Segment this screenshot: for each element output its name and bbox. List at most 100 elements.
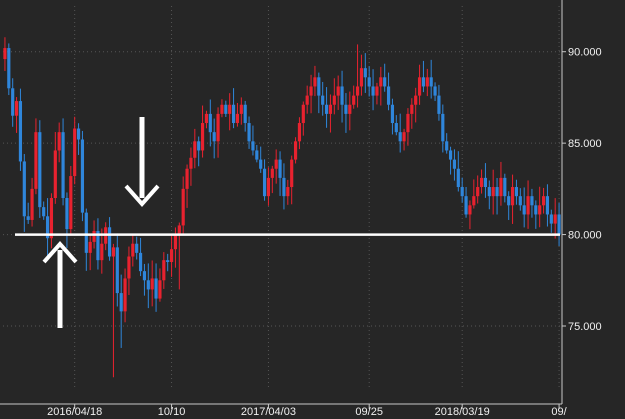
candle-body xyxy=(460,187,464,197)
candle-body xyxy=(371,86,375,96)
candle-body xyxy=(177,225,181,235)
candle-body xyxy=(255,150,259,160)
candle-body xyxy=(173,234,178,250)
candle-body xyxy=(146,280,150,290)
candle-body xyxy=(154,278,158,299)
candle-body xyxy=(220,104,224,114)
candle-body xyxy=(301,104,305,124)
candle-body xyxy=(204,113,209,124)
arrow-up-head xyxy=(42,240,78,264)
candle-body xyxy=(456,168,460,188)
candle-body xyxy=(18,101,23,162)
candle-body xyxy=(379,77,383,87)
candle-body xyxy=(111,247,116,257)
candle-body xyxy=(317,77,321,96)
candle-body xyxy=(123,278,127,312)
candle-body xyxy=(135,243,139,253)
candle-body xyxy=(507,196,511,206)
candle-body xyxy=(107,227,112,257)
candle-body xyxy=(437,95,441,114)
candle-body xyxy=(61,132,65,198)
candle-body xyxy=(282,177,286,197)
candle-body xyxy=(355,86,360,96)
candle-body xyxy=(45,216,50,239)
candle-body xyxy=(530,196,534,206)
y-tick-label: 80.000 xyxy=(568,230,602,242)
y-tick-label: 90.000 xyxy=(568,47,602,59)
candle-body xyxy=(216,113,220,142)
candle-body xyxy=(42,207,46,217)
candle-body xyxy=(231,104,236,124)
candle-body xyxy=(445,141,449,151)
candle-body xyxy=(348,104,352,114)
candle-body xyxy=(479,177,484,188)
candle-body xyxy=(538,205,542,215)
candle-body xyxy=(293,141,298,160)
candle-body xyxy=(464,196,468,215)
candle-body xyxy=(406,113,410,133)
candle-body xyxy=(557,214,561,235)
candle-body xyxy=(208,113,212,133)
candle-body xyxy=(57,132,61,151)
candle-body xyxy=(410,104,414,114)
candle-body xyxy=(290,159,294,188)
candle-body xyxy=(65,198,69,230)
candle-body xyxy=(142,271,147,281)
candle-body xyxy=(76,128,81,140)
candle-body xyxy=(84,212,88,253)
candle-body xyxy=(503,177,507,197)
candle-body xyxy=(309,86,313,96)
candle-body xyxy=(30,188,34,220)
candle-body xyxy=(169,249,174,262)
candle-body xyxy=(541,196,546,206)
candle-body xyxy=(278,159,282,178)
candle-body xyxy=(224,104,228,114)
candle-body xyxy=(266,177,271,197)
candle-body xyxy=(212,132,216,142)
candle-body xyxy=(270,168,274,178)
candle-body xyxy=(526,196,530,215)
candle-body xyxy=(336,86,340,96)
candle-body xyxy=(359,68,364,87)
candle-body xyxy=(417,77,422,96)
candle-body xyxy=(321,95,325,105)
candle-body xyxy=(487,187,491,197)
candle-body xyxy=(414,95,418,105)
candle-body xyxy=(352,95,356,105)
candle-body xyxy=(14,101,19,116)
candle-body xyxy=(235,113,240,124)
candle-body xyxy=(26,216,30,220)
x-tick-label: 09/ xyxy=(551,406,567,418)
candle-body xyxy=(340,86,344,105)
candle-body xyxy=(100,243,104,261)
candle-body xyxy=(332,95,336,105)
candle-body xyxy=(34,132,38,189)
candle-body xyxy=(38,132,42,208)
candle-body xyxy=(262,168,267,197)
candle-body xyxy=(441,113,445,142)
candle-body xyxy=(162,260,166,281)
candle-body xyxy=(421,77,426,87)
candle-body xyxy=(305,95,309,105)
candle-body xyxy=(247,123,251,142)
candle-body xyxy=(3,48,7,60)
candle-body xyxy=(367,77,371,87)
candle-body xyxy=(53,150,57,198)
candles xyxy=(3,37,561,378)
x-tick-label: 2018/03/19 xyxy=(435,406,490,418)
candle-body xyxy=(193,141,197,158)
x-tick-label: 2017/04/03 xyxy=(241,406,296,418)
candle-body xyxy=(7,48,11,89)
candle-body xyxy=(390,104,395,124)
candle-body xyxy=(491,187,495,197)
y-tick-label: 85.000 xyxy=(568,138,602,150)
x-tick-label: 2016/04/18 xyxy=(47,406,102,418)
candle-body xyxy=(383,77,387,87)
candle-body xyxy=(274,159,278,169)
candle-body xyxy=(375,86,379,96)
candle-body xyxy=(251,141,255,151)
candle-body xyxy=(549,214,553,224)
candle-body xyxy=(243,104,247,124)
x-tick-label: 10/10 xyxy=(158,406,186,418)
